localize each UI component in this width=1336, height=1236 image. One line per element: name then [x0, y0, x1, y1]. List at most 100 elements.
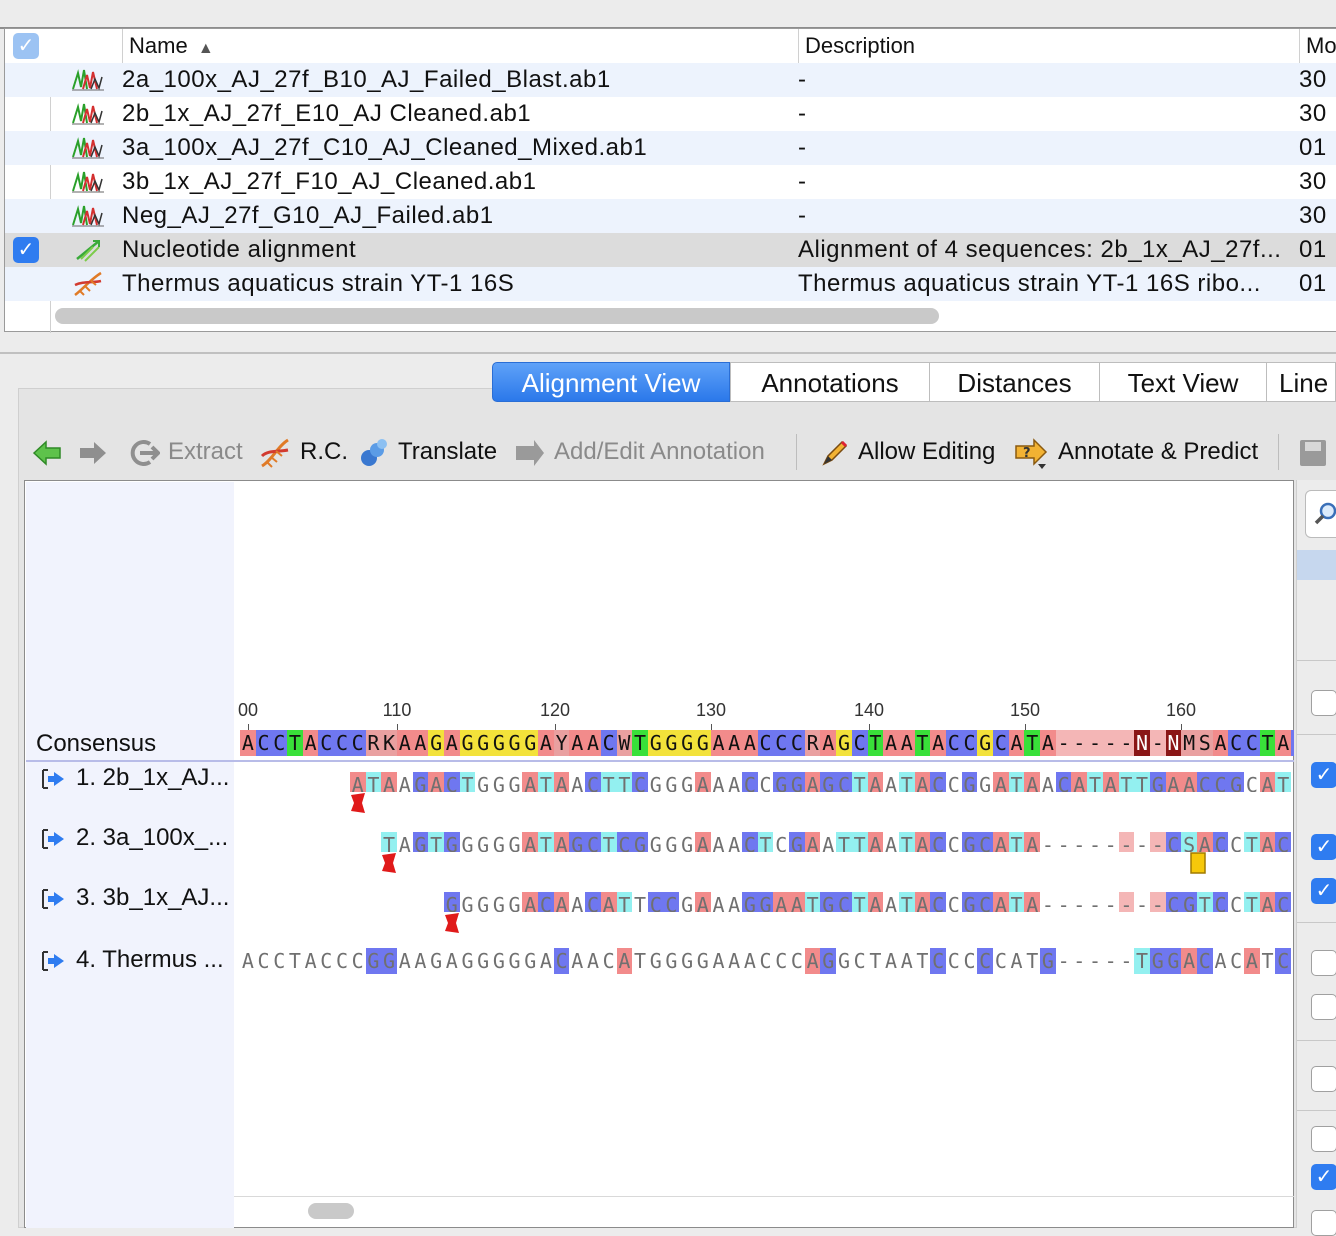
extract-button[interactable]: Extract — [126, 424, 243, 480]
base: G — [492, 949, 505, 973]
base: A — [712, 949, 725, 973]
trace-start-marker-icon[interactable] — [444, 912, 460, 934]
base: G — [381, 948, 397, 974]
save-button[interactable] — [1298, 424, 1336, 480]
base: C — [616, 832, 633, 852]
viewer-horizontal-scrollbar[interactable] — [308, 1203, 354, 1219]
base: A — [414, 949, 427, 973]
row-checkbox[interactable]: ✓ — [13, 237, 39, 263]
annotate-predict-icon: ? — [1015, 437, 1048, 469]
viewer-scroll-track — [234, 1196, 1294, 1197]
base: T — [898, 832, 915, 852]
option-checkbox-10[interactable] — [1311, 1210, 1336, 1236]
base: C — [335, 949, 348, 973]
tab-annotations[interactable]: Annotations — [730, 362, 930, 402]
options-separator — [1297, 660, 1336, 661]
forward-button[interactable] — [78, 424, 116, 480]
tab-text-view[interactable]: Text View — [1099, 362, 1267, 402]
column-header-description[interactable]: Description — [798, 29, 1299, 63]
base: - — [1118, 730, 1135, 756]
option-checkbox-5[interactable] — [1311, 950, 1336, 976]
table-row[interactable]: Thermus aquaticus strain YT-1 16S Thermus… — [5, 267, 1336, 301]
base: A — [412, 730, 429, 756]
dna-icon — [71, 271, 105, 297]
select-all-checkbox[interactable]: ✓ — [13, 33, 39, 59]
zoom-button[interactable] — [1305, 490, 1336, 538]
table-row[interactable]: 2a_100x_AJ_27f_B10_AJ_Failed_Blast.ab1 - 3… — [5, 63, 1336, 97]
base: C — [334, 730, 350, 756]
trace-start-marker-icon[interactable] — [381, 852, 397, 874]
base: A — [553, 892, 570, 912]
tab-alignment-view[interactable]: Alignment View — [492, 362, 730, 402]
base: C — [1291, 730, 1294, 756]
base: G — [681, 949, 694, 973]
option-checkbox-4[interactable]: ✓ — [1311, 878, 1336, 904]
option-checkbox-1[interactable] — [1311, 690, 1336, 716]
base: C — [1212, 772, 1229, 792]
alignment-viewer[interactable] — [24, 480, 1294, 1228]
row-name: 2b_1x_AJ_27f_E10_AJ Cleaned.ab1 — [122, 100, 532, 127]
back-button[interactable] — [32, 424, 70, 480]
top-strip — [0, 0, 1336, 29]
table-row[interactable]: 3b_1x_AJ_27f_F10_AJ_Cleaned.ab1 - 30 — [5, 165, 1336, 199]
option-checkbox-2[interactable]: ✓ — [1311, 762, 1336, 788]
sequence-name-4[interactable]: 4. Thermus ... — [40, 946, 224, 974]
base: C — [255, 730, 272, 756]
base: - — [1057, 949, 1070, 973]
tab-distances[interactable]: Distances — [929, 362, 1100, 402]
base: A — [302, 730, 319, 756]
base: G — [632, 832, 648, 852]
tab-lineage[interactable]: Line — [1266, 362, 1336, 402]
base: G — [1149, 772, 1166, 792]
base: N — [1165, 730, 1182, 756]
add-edit-annotation-button[interactable]: Add/Edit Annotation — [514, 424, 765, 480]
base: A — [1024, 772, 1041, 792]
options-section-header[interactable] — [1297, 550, 1336, 580]
reverse-complement-button[interactable]: R.C. — [258, 424, 348, 480]
chromatogram-icon — [71, 203, 105, 229]
base: A — [428, 772, 444, 792]
base: W — [616, 730, 633, 756]
table-row[interactable]: 3a_100x_AJ_27f_C10_AJ_Cleaned_Mixed.ab1 -… — [5, 131, 1336, 165]
trace-end-marker-icon[interactable] — [1190, 852, 1206, 874]
sequence-name-1[interactable]: 1. 2b_1x_AJ... — [40, 764, 229, 792]
dna-helix-icon — [260, 438, 289, 468]
option-checkbox-3[interactable]: ✓ — [1311, 834, 1336, 860]
base: C — [1196, 948, 1213, 974]
sequence-name-2[interactable]: 2. 3a_100x_... — [40, 824, 228, 852]
base: C — [773, 730, 790, 756]
base: A — [742, 730, 758, 756]
pane-splitter[interactable] — [0, 352, 1336, 354]
option-checkbox-8[interactable] — [1311, 1126, 1336, 1152]
table-row[interactable]: 2b_1x_AJ_27f_E10_AJ Cleaned.ab1 - 30 — [5, 97, 1336, 131]
sequence-direction-icon — [42, 828, 64, 849]
base: C — [742, 832, 758, 852]
extract-icon — [130, 439, 160, 466]
base: A — [804, 772, 821, 792]
option-checkbox-6[interactable] — [1311, 994, 1336, 1020]
sequence-name-3[interactable]: 3. 3b_1x_AJ... — [40, 884, 229, 912]
table-row[interactable]: Neg_AJ_27f_G10_AJ_Failed.ab1 - 30 — [5, 199, 1336, 233]
option-checkbox-7[interactable] — [1311, 1066, 1336, 1092]
trace-start-marker-icon[interactable] — [350, 792, 366, 814]
allow-editing-button[interactable]: Allow Editing — [820, 424, 995, 480]
table-row[interactable]: ✓ Nucleotide alignment Alignment of 4 sequ… — [5, 233, 1336, 267]
base: C — [538, 892, 554, 912]
base: C — [1165, 832, 1182, 852]
consensus-label: Consensus — [36, 730, 157, 757]
column-header-name[interactable]: Name ▲ — [122, 29, 798, 63]
option-checkbox-9[interactable]: ✓ — [1311, 1164, 1336, 1190]
base: A — [993, 892, 1009, 912]
base: G — [837, 949, 850, 973]
translate-button[interactable]: Translate — [358, 424, 497, 480]
column-header-modified[interactable]: Mo — [1299, 29, 1336, 63]
annotate-predict-button[interactable]: ? Annotate & Predict — [1014, 424, 1258, 480]
table-horizontal-scrollbar[interactable] — [55, 308, 939, 324]
base: A — [1024, 832, 1041, 852]
base: T — [616, 892, 633, 912]
